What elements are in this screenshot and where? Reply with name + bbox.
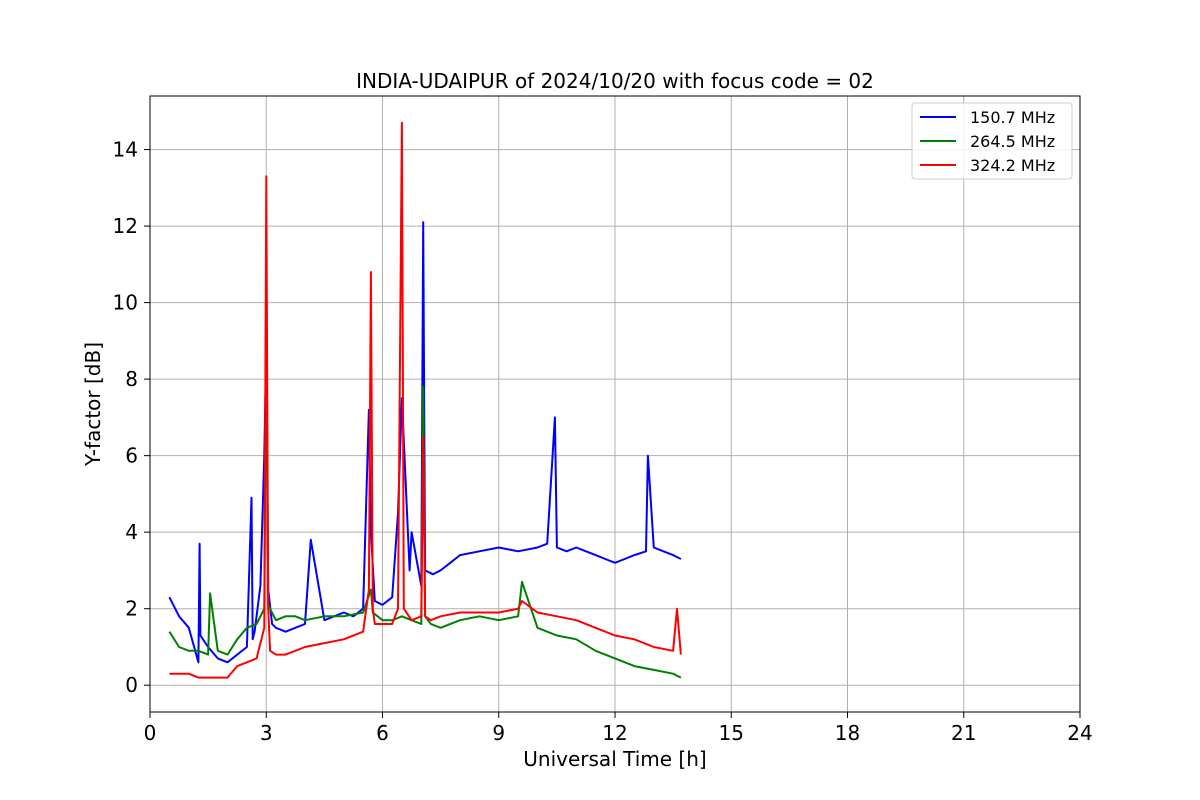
legend: 150.7 MHz 264.5 MHz 324.2 MHz xyxy=(911,102,1073,180)
y-axis-label: Y-factor [dB] xyxy=(81,342,105,467)
x-tick-label: 3 xyxy=(260,721,273,745)
chart-title: INDIA-UDAIPUR of 2024/10/20 with focus c… xyxy=(356,69,874,93)
y-tick-label: 0 xyxy=(125,673,138,697)
series-line-324-2-mhz xyxy=(169,121,682,679)
y-tick-label: 8 xyxy=(125,367,138,391)
legend-label: 264.5 MHz xyxy=(970,132,1055,151)
x-axis-label: Universal Time [h] xyxy=(523,747,706,771)
y-tick-label: 14 xyxy=(113,138,138,162)
series-line-150-7-mhz xyxy=(168,221,682,664)
y-tick-label: 4 xyxy=(125,520,138,544)
x-tick-label: 15 xyxy=(719,721,744,745)
legend-box xyxy=(911,102,1073,180)
x-tick-label: 9 xyxy=(492,721,505,745)
y-tick-label: 12 xyxy=(113,214,138,238)
x-tick-label: 0 xyxy=(144,721,157,745)
x-tick-label: 21 xyxy=(951,721,976,745)
legend-label: 150.7 MHz xyxy=(970,108,1055,127)
series-line-264-5-mhz xyxy=(168,309,682,679)
y-tick-label: 10 xyxy=(113,291,138,315)
legend-label: 324.2 MHz xyxy=(970,156,1055,175)
x-tick-label: 18 xyxy=(835,721,860,745)
series-layer xyxy=(168,121,682,679)
x-tick-label: 12 xyxy=(602,721,627,745)
x-tick-label: 6 xyxy=(376,721,389,745)
y-tick-label: 2 xyxy=(125,597,138,621)
y-tick-label: 6 xyxy=(125,444,138,468)
x-tick-label: 24 xyxy=(1067,721,1092,745)
